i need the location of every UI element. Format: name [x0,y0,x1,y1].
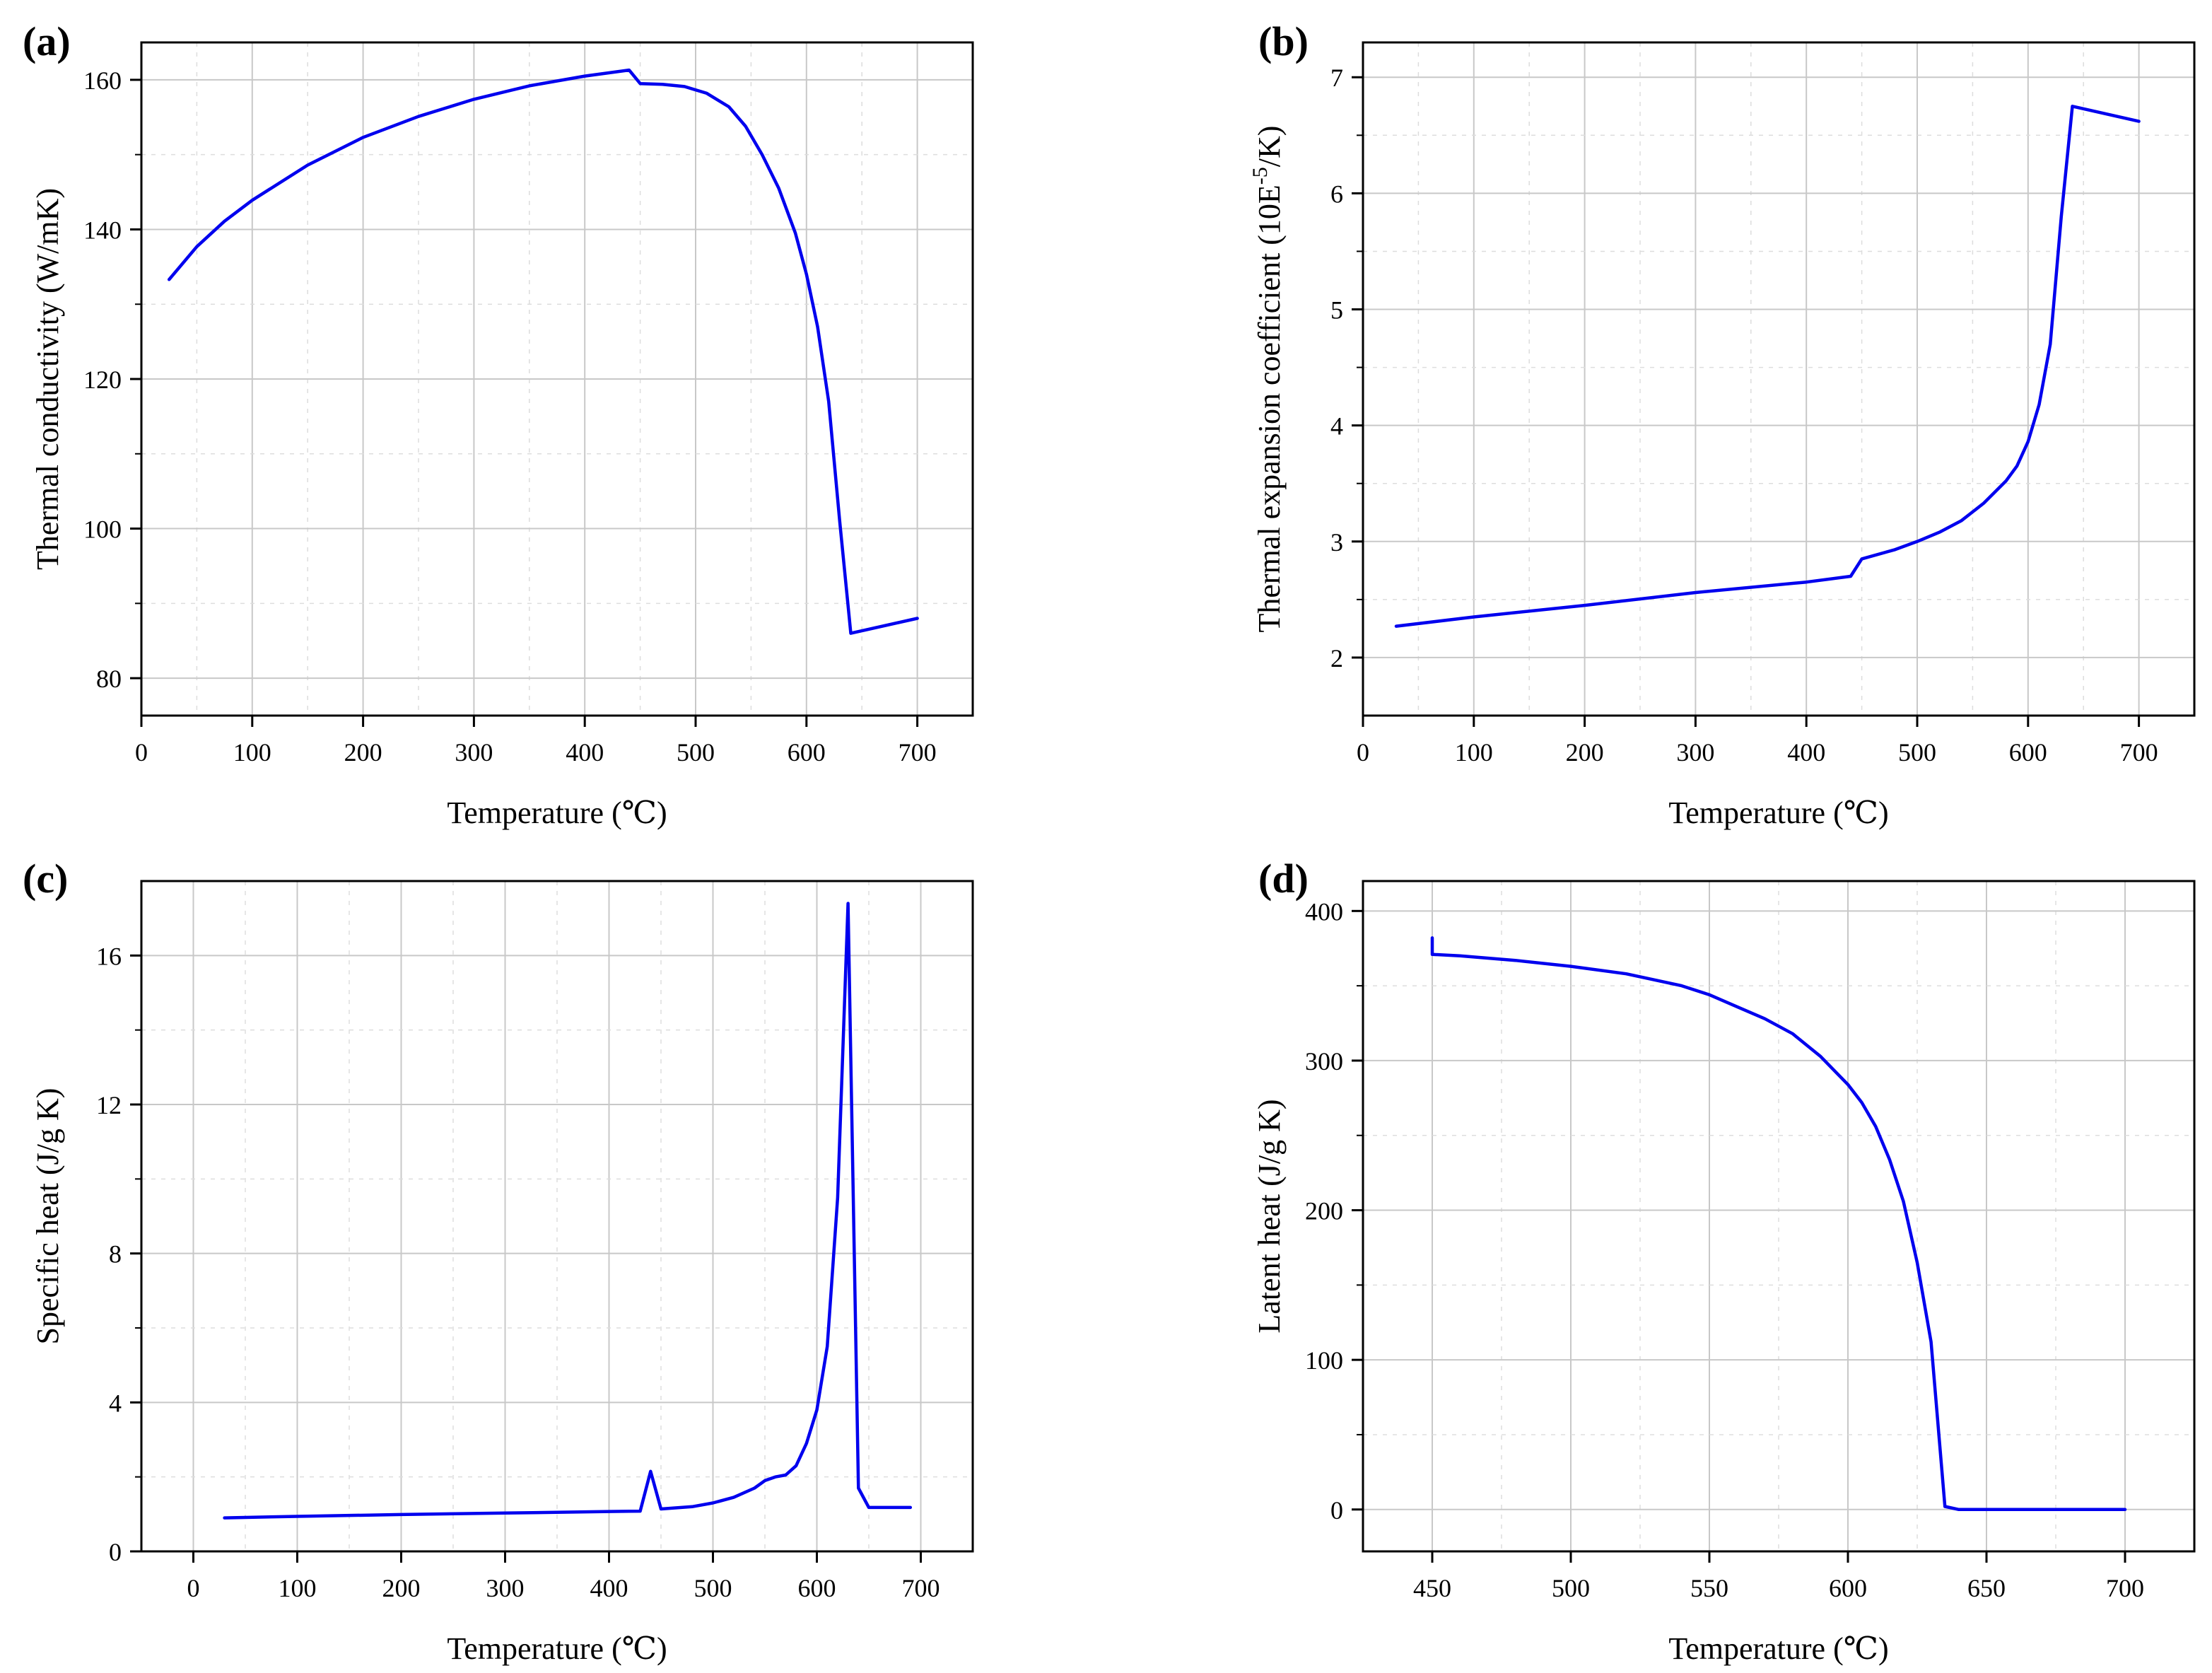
y-tick-label: 0 [109,1538,122,1566]
panel-label: (b) [1258,18,1309,64]
x-tick-label: 100 [279,1574,317,1602]
x-tick-label: 400 [566,738,604,766]
x-axis-label: Temperature (℃) [447,1631,667,1666]
y-tick-label: 80 [96,665,122,693]
y-tick-label: 140 [83,216,122,244]
x-tick-label: 100 [233,738,271,766]
x-tick-label: 500 [677,738,715,766]
x-tick-label: 700 [2120,738,2158,766]
x-tick-label: 400 [590,1574,628,1602]
y-tick-label: 2 [1330,644,1343,672]
x-tick-label: 200 [1566,738,1604,766]
series-line [167,68,919,635]
y-axis-label-suffix: /K) [1252,126,1287,168]
y-tick-label: 100 [83,515,122,544]
panel-label: (d) [1258,856,1309,902]
x-tick-label: 0 [135,738,148,766]
x-tick-label: 400 [1787,738,1825,766]
x-tick-label: 600 [2009,738,2047,766]
y-axis-label: Latent heat (J/g K) [1252,1099,1287,1333]
x-tick-label: 500 [694,1574,732,1602]
panel-a: (a) 0 100 200 300 400 500 600 700 80 100 120 140 160 T… [23,18,974,830]
x-tick-label: 200 [382,1574,421,1602]
x-tick-label: 650 [1967,1574,2006,1602]
plot-frame [1362,880,2196,1553]
grid [141,42,973,716]
y-tick-label: 5 [1330,296,1343,325]
x-tick-label: 500 [1898,738,1936,766]
x-tick-label: 300 [1676,738,1714,766]
x-tick-label: 200 [344,738,382,766]
x-tick-label: 600 [1829,1574,1867,1602]
y-tick-label: 6 [1330,180,1343,208]
x-tick-label: 300 [455,738,493,766]
y-tick-label: 0 [1330,1496,1343,1525]
x-tick-label: 700 [2106,1574,2144,1602]
y-axis-label-superscript: -5 [1248,167,1272,185]
panels: (a)0 100 200 300 400 500 600 70080100120140160T… [23,18,2196,1666]
x-tick-label: 550 [1690,1574,1728,1602]
x-tick-label: 700 [902,1574,940,1602]
series-line [1430,936,2127,1512]
x-tick-label: 0 [1357,738,1369,766]
y-tick-label: 4 [109,1389,122,1417]
plot-frame [1362,41,2196,717]
series-line [223,902,913,1520]
y-axis-label: Thermal conductivity (W/mK) [30,188,65,570]
x-tick-label: 600 [788,738,826,766]
x-tick-label: 0 [187,1574,200,1602]
y-tick-label: 300 [1305,1047,1343,1076]
y-tick-label: 7 [1330,64,1343,92]
y-tick-label: 16 [96,942,122,970]
plot-frame [140,880,974,1553]
x-tick-label: 700 [899,738,937,766]
y-axis-label-main: Thermal expansion coefficient (10E [1252,185,1287,632]
x-tick-label: 100 [1455,738,1493,766]
y-tick-label: 12 [96,1091,122,1119]
y-tick-label: 8 [109,1240,122,1269]
x-tick-label: 500 [1552,1574,1590,1602]
series-line [1394,105,2141,628]
panel-c: (c) 0 100 200 300 400 500 600 700 0 4 8 12 16 Temperat… [23,856,974,1666]
x-axis-label: Temperature (℃) [447,795,667,830]
x-axis-label: Temperature (℃) [1668,1631,1888,1666]
y-tick-label: 3 [1330,528,1343,556]
y-tick-label: 120 [83,366,122,394]
y-axis-label: Thermal expansion coefficient (10E-5/K) [1248,126,1287,633]
x-axis-label: Temperature (℃) [1668,795,1888,830]
y-tick-label: 4 [1330,412,1343,441]
x-tick-label: 300 [486,1574,525,1602]
y-tick-label: 160 [83,66,122,95]
y-tick-label: 200 [1305,1197,1343,1225]
y-tick-label: 100 [1305,1346,1343,1375]
x-tick-label: 600 [798,1574,836,1602]
x-tick-label: 450 [1413,1574,1451,1602]
grid [1363,881,2194,1551]
panel-label: (c) [23,856,68,902]
panel-d: (d) 450 500 550 600 650 700 0 100 200 300 400 Temper… [1252,856,2196,1666]
grid [1362,42,2194,716]
y-tick-label: 400 [1305,897,1343,926]
y-axis-label: Specific heat (J/g K) [30,1088,65,1345]
panel-label: (a) [23,18,71,64]
panel-b: (b) 0 100 200 300 400 500 600 700 2 3 4 5 6 7 Temperatu… [1248,18,2196,830]
